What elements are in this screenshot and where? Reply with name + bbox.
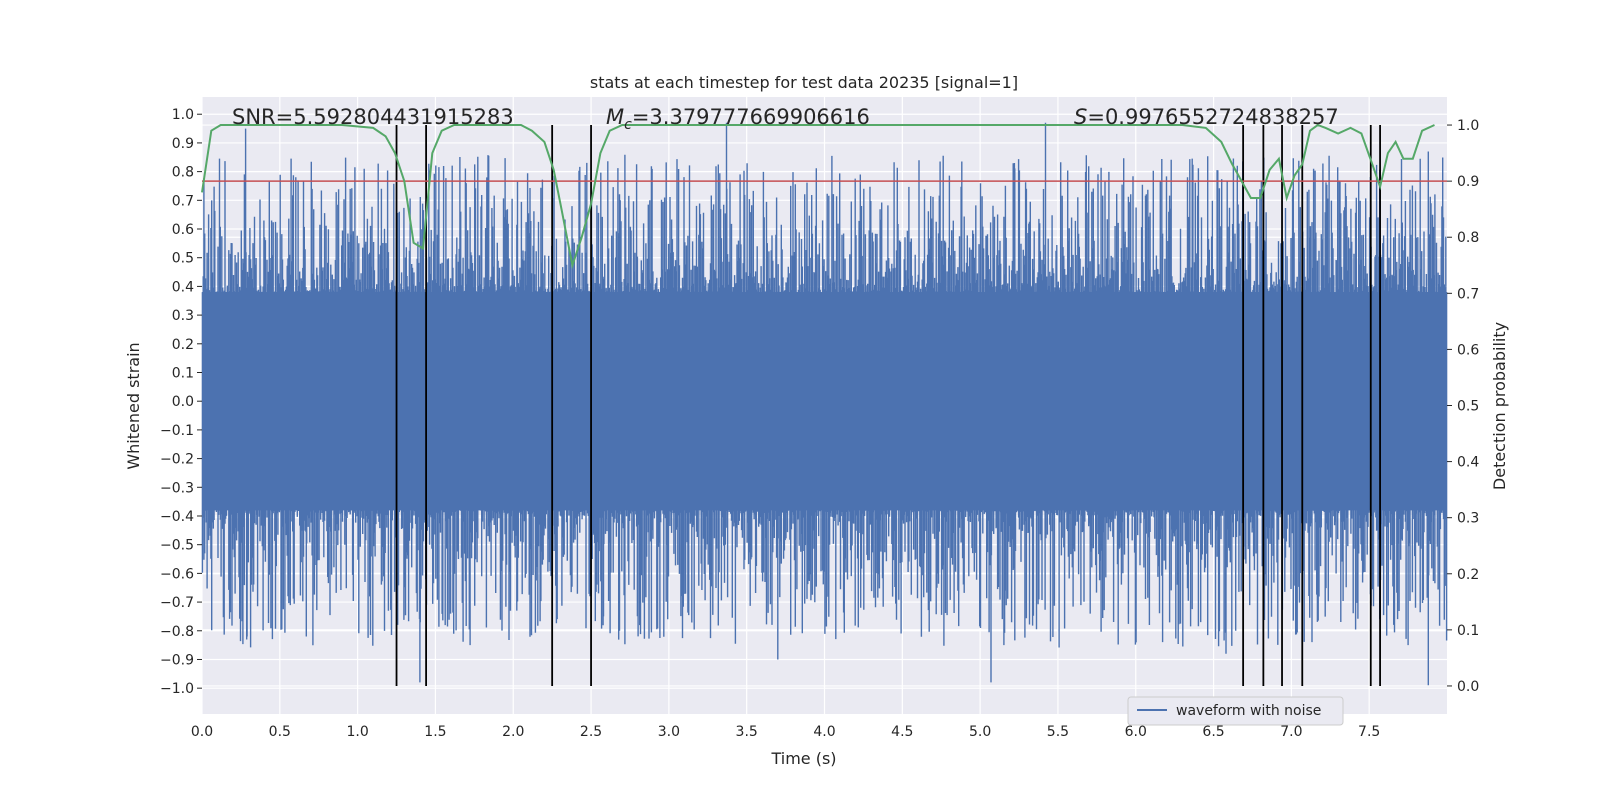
y-left-tick-label: 0.4 (172, 279, 194, 295)
s-annotation: S=0.9976552724838257 (1074, 105, 1339, 129)
y-right-tick-label: 0.7 (1457, 286, 1479, 302)
y-right-tick-label: 0.1 (1457, 623, 1479, 639)
x-tick-label: 6.0 (1125, 724, 1147, 740)
y-right-tick-label: 0.6 (1457, 342, 1479, 358)
s-symbol: S (1074, 105, 1087, 129)
y-left-tick-label: 0.8 (172, 165, 194, 181)
y-left-tick-label: −0.5 (160, 538, 194, 554)
chirp-mass-value: =3.379777669906616 (632, 105, 870, 129)
x-tick-label: 3.0 (658, 724, 680, 740)
y-left-tick-label: 0.6 (172, 222, 194, 238)
y-left-tick-label: 1.0 (172, 107, 194, 123)
y-right-tick-label: 0.8 (1457, 230, 1479, 246)
chirp-mass-subscript: c (624, 117, 632, 133)
y-left-tick-label: −0.6 (160, 566, 194, 582)
x-tick-label: 5.5 (1047, 724, 1069, 740)
y-right-axis-label: Detection probability (1490, 322, 1509, 490)
y-left-tick-label: −0.7 (160, 595, 194, 611)
strain-spikes (201, 122, 1448, 686)
y-left-tick-label: −0.9 (160, 652, 194, 668)
legend: waveform with noise (1127, 696, 1344, 726)
y-left-tick-label: −0.2 (160, 452, 194, 468)
y-left-tick-label: 0.2 (172, 337, 194, 353)
y-left-tick-label: −0.8 (160, 624, 194, 640)
y-left-tick-label: 0.0 (172, 394, 194, 410)
x-tick-label: 2.0 (502, 724, 524, 740)
y-right-tick-label: 0.9 (1457, 174, 1479, 190)
event-lines (395, 125, 1381, 686)
y-right-tick-label: 0.5 (1457, 399, 1479, 415)
y-left-tick-label: 0.3 (172, 308, 194, 324)
x-tick-label: 4.0 (813, 724, 835, 740)
x-tick-label: 4.5 (891, 724, 913, 740)
chirp-mass-annotation: Mc=3.379777669906616 (606, 105, 870, 133)
y-left-tick-label: 0.7 (172, 193, 194, 209)
s-value: =0.9976552724838257 (1087, 105, 1338, 129)
y-left-tick-label: 0.9 (172, 136, 194, 152)
x-tick-label: 0.0 (191, 724, 213, 740)
x-tick-label: 5.0 (969, 724, 991, 740)
x-tick-label: 7.5 (1358, 724, 1380, 740)
y-left-tick-label: 0.5 (172, 251, 194, 267)
y-right-axis-ticks: 1.0 0.9 0.8 0.7 0.6 0.5 0.4 0.3 0.2 0.1 0.0 (1447, 118, 1479, 695)
y-left-axis-ticks: 1.0 0.9 0.8 0.7 0.6 0.5 0.4 0.3 0.2 0.1 0.0 −0.1 −0.… (160, 107, 202, 697)
chirp-mass-symbol: M (606, 105, 624, 129)
x-axis-ticks: 0.0 0.5 1.0 1.5 2.0 2.5 3.0 3.5 4.0 4.5 5.0 5.5 6.0 6… (191, 724, 1380, 740)
y-left-tick-label: −0.1 (160, 423, 194, 439)
legend-box (1127, 696, 1344, 726)
y-right-tick-label: 0.4 (1457, 455, 1479, 471)
x-tick-label: 0.5 (269, 724, 291, 740)
y-left-tick-label: −0.3 (160, 480, 194, 496)
x-axis-label: Time (s) (770, 749, 836, 768)
y-left-tick-label: −0.4 (160, 509, 194, 525)
snr-annotation: SNR=5.592804431915283 (232, 105, 514, 129)
x-tick-label: 6.5 (1202, 724, 1224, 740)
y-right-tick-label: 1.0 (1457, 118, 1479, 134)
y-left-tick-label: 0.1 (172, 365, 194, 381)
y-right-tick-label: 0.0 (1457, 679, 1479, 695)
x-tick-label: 2.5 (580, 724, 602, 740)
x-tick-label: 1.5 (424, 724, 446, 740)
y-right-tick-label: 0.2 (1457, 567, 1479, 583)
x-tick-label: 3.5 (736, 724, 758, 740)
y-left-tick-label: −1.0 (160, 681, 194, 697)
strain-series (201, 122, 1448, 686)
x-tick-label: 7.0 (1280, 724, 1302, 740)
chart-title: stats at each timestep for test data 202… (590, 73, 1018, 92)
y-left-axis-label: Whitened strain (124, 342, 143, 469)
detection-probability-line (201, 123, 1435, 270)
y-right-tick-label: 0.3 (1457, 511, 1479, 527)
legend-label: waveform with noise (1176, 703, 1321, 719)
x-tick-label: 1.0 (346, 724, 368, 740)
